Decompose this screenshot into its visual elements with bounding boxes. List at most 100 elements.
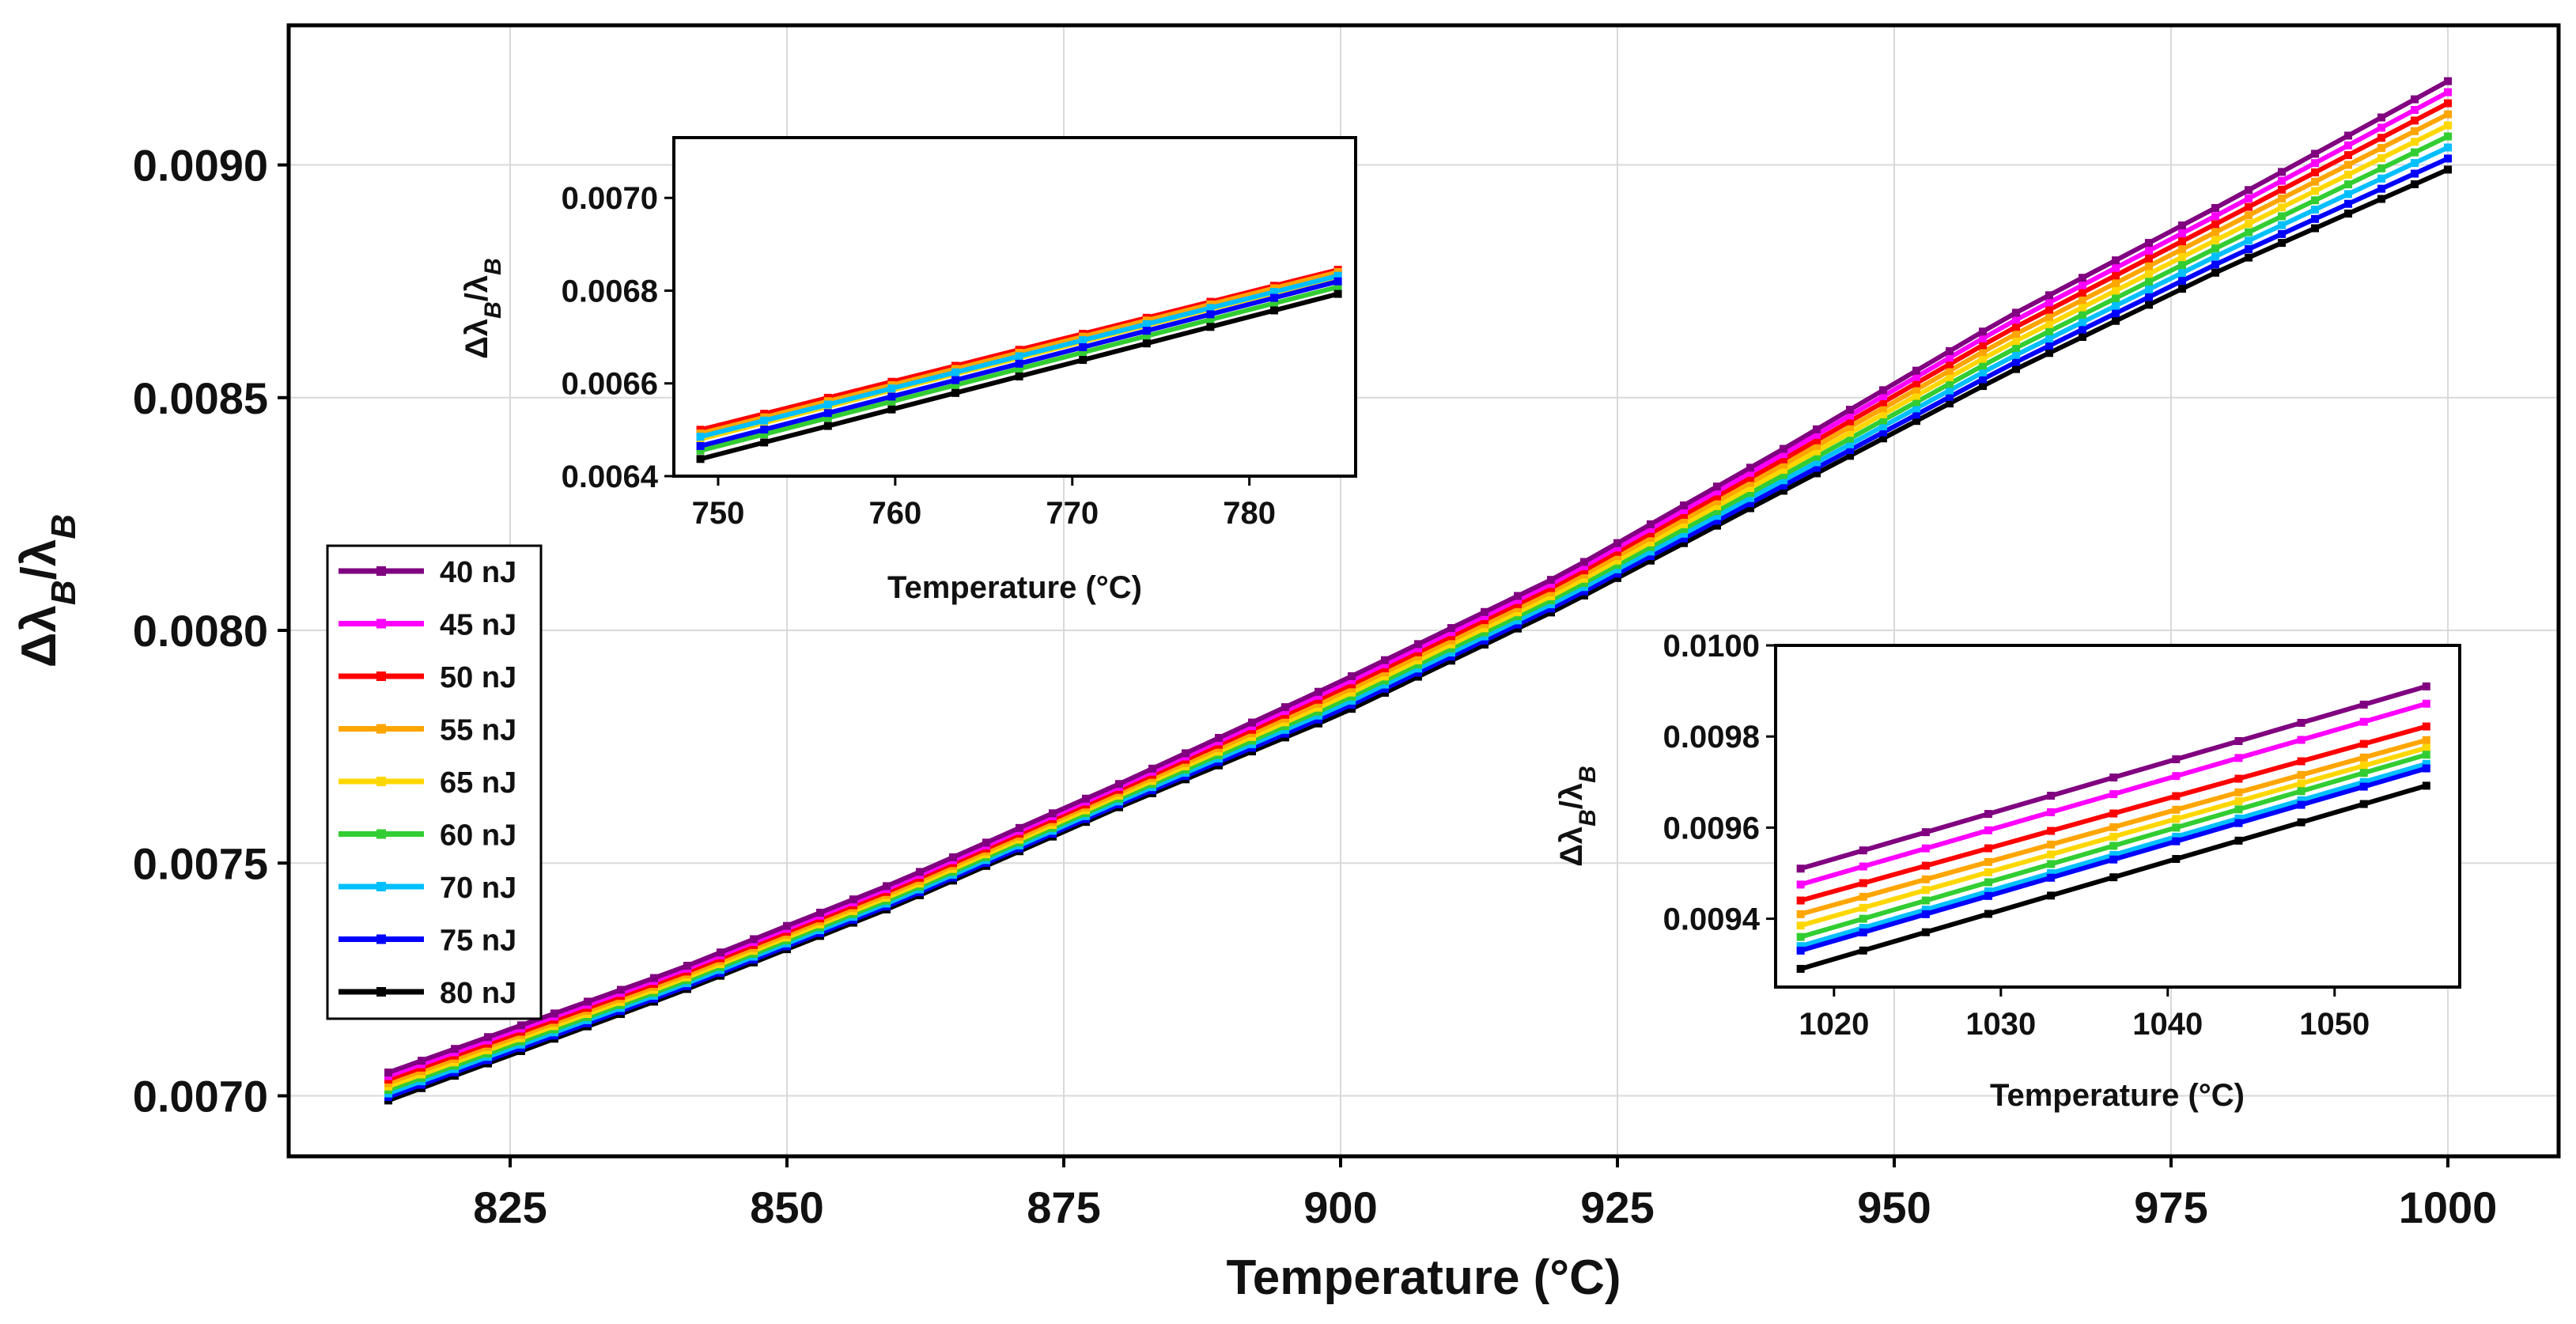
inset-series-marker	[1333, 289, 1342, 298]
main-series-marker	[2178, 277, 2186, 286]
main-series-marker	[1613, 561, 1621, 569]
main-series-marker	[1414, 664, 1422, 673]
inset-series-marker	[1206, 323, 1215, 331]
inset-series-marker	[2047, 792, 2056, 800]
main-series-marker	[1381, 668, 1389, 677]
legend-item: 50 nJ	[339, 661, 516, 694]
inset-series-marker	[1984, 887, 1992, 896]
main-series-marker	[2079, 274, 2086, 282]
main-series-marker	[2444, 154, 2452, 163]
main-series-marker	[2079, 303, 2086, 312]
main-series-marker	[1979, 327, 1987, 336]
main-series-marker	[1547, 604, 1555, 613]
inset-series-marker	[1079, 348, 1088, 357]
main-series-marker	[1613, 539, 1621, 547]
main-series-marker	[2145, 278, 2153, 286]
main-series-marker	[2079, 310, 2086, 319]
main-x-tick-label: 875	[1027, 1182, 1100, 1232]
inset-series-marker	[2234, 788, 2243, 796]
main-series-marker	[1813, 425, 1821, 433]
main-series-marker	[2012, 357, 2020, 366]
main-series-marker	[1381, 680, 1389, 689]
main-series-marker	[1979, 382, 1987, 391]
main-series-marker	[1547, 608, 1555, 617]
inset-series-marker	[1015, 352, 1023, 361]
inset-x-tick-label: 1030	[1965, 1007, 2036, 1042]
inset-x-tick-label: 760	[868, 496, 921, 531]
main-series-marker	[2311, 168, 2319, 176]
inset-series-marker	[2109, 842, 2118, 850]
inset-series-marker	[887, 397, 896, 406]
main-series-marker	[1613, 552, 1621, 561]
inset-series-marker	[2172, 832, 2181, 841]
main-series-marker	[1580, 574, 1588, 583]
main-series-marker	[2012, 343, 2020, 352]
main-series-marker	[1647, 543, 1655, 551]
main-series-marker	[1713, 492, 1721, 501]
inset-series-marker	[1142, 339, 1151, 348]
main-series-marker	[2444, 110, 2452, 119]
inset-series-marker	[2234, 754, 2243, 762]
main-series-marker	[1447, 624, 1455, 633]
main-series-marker	[2145, 254, 2153, 263]
inset-high-x-axis-label: Temperature (°C)	[1990, 1078, 2245, 1113]
main-series-marker	[1447, 632, 1455, 641]
main-series-marker	[2178, 253, 2186, 262]
main-series-marker	[1314, 699, 1322, 708]
main-x-tick-label: 1000	[2399, 1182, 2498, 1232]
inset-series-marker	[2297, 800, 2306, 809]
inset-series-marker	[2234, 736, 2243, 745]
inset-series-marker	[887, 384, 896, 393]
inset-low-series	[696, 266, 1342, 463]
main-series-marker	[1447, 653, 1455, 661]
inset-series-marker	[2359, 800, 2368, 808]
main-series-marker	[1580, 558, 1588, 566]
main-series-marker	[1381, 656, 1389, 664]
inset-y-tick-label: 0.0100	[1663, 629, 1760, 664]
main-series-marker	[2411, 127, 2419, 135]
main-series-marker	[1514, 600, 1522, 608]
main-series-marker	[2444, 88, 2452, 96]
main-series-marker	[1912, 417, 1920, 426]
legend-swatch-marker	[376, 987, 386, 997]
legend-label: 50 nJ	[440, 661, 516, 694]
inset-series-80-nJ	[696, 289, 1342, 463]
main-series-marker	[2278, 176, 2286, 185]
main-series-marker	[1879, 416, 1887, 425]
legend-swatch-marker	[376, 566, 386, 576]
main-series-marker	[1813, 430, 1821, 439]
inset-x-tick-label: 1050	[2299, 1007, 2370, 1042]
inset-series-marker	[1921, 861, 1930, 870]
main-series-marker	[1481, 640, 1488, 649]
main-series-marker	[1713, 487, 1721, 496]
main-series-marker	[1613, 573, 1621, 582]
main-series-marker	[1547, 596, 1555, 604]
main-series-marker	[1946, 360, 1954, 369]
inset-series-75-nJ	[696, 277, 1342, 450]
main-series-marker	[2344, 199, 2352, 208]
main-series-marker	[650, 974, 658, 982]
inset-high-frame	[1774, 644, 2461, 989]
inset-high-ticks: 1020 1030 1040 1050 0.0094 0.0096 0.0098 0.0100	[1663, 629, 2370, 1042]
inset-series-marker	[2234, 805, 2243, 814]
main-series-marker	[2045, 291, 2053, 300]
inset-series-marker	[1333, 271, 1342, 280]
legend-swatch-marker	[376, 671, 386, 681]
main-series-marker	[2245, 186, 2253, 195]
main-series-marker	[2377, 113, 2385, 122]
main-series-marker	[1314, 703, 1322, 712]
inset-x-tick-label: 1040	[2132, 1007, 2203, 1042]
main-series-marker	[1846, 446, 1854, 455]
main-series-marker	[717, 948, 724, 957]
main-series-marker	[1514, 616, 1522, 625]
main-series-marker	[1414, 644, 1422, 653]
main-series-marker	[816, 908, 824, 917]
main-series-marker	[2178, 285, 2186, 293]
main-series-marker	[1879, 410, 1887, 418]
inset-series-marker	[951, 388, 959, 397]
main-y-tick-label: 0.0070	[133, 1071, 268, 1121]
inset-series-marker	[2359, 753, 2368, 762]
main-series-marker	[2411, 95, 2419, 104]
main-series-marker	[2045, 298, 2053, 307]
inset-series-marker	[2297, 779, 2306, 788]
